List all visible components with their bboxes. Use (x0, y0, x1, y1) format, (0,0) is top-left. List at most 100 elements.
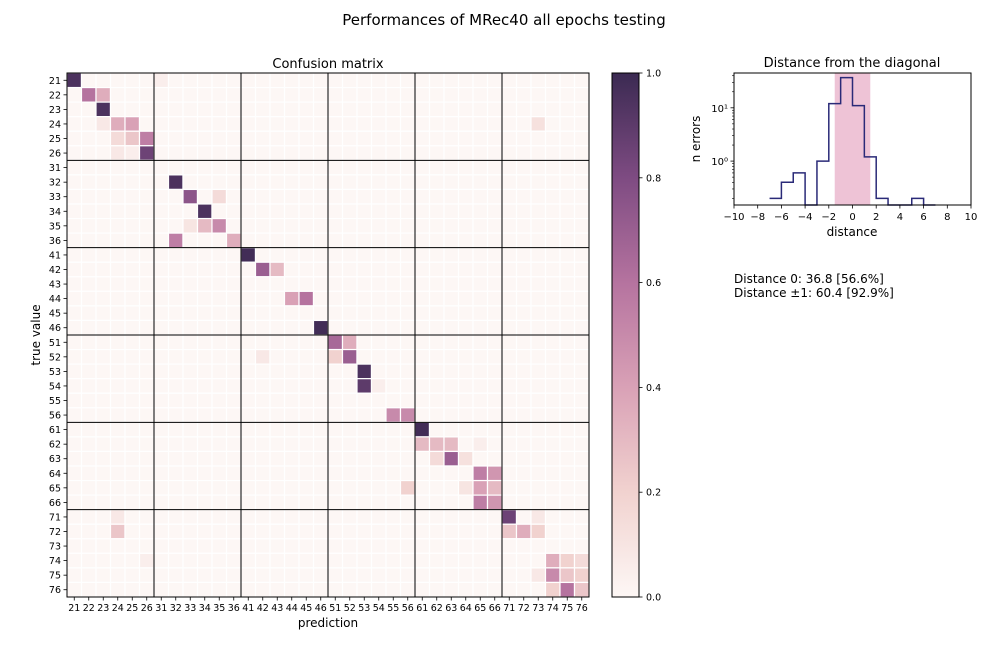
cm-cell (501, 334, 518, 351)
cm-cell (457, 494, 474, 511)
cm-cell (109, 523, 126, 540)
cm-cell (486, 421, 503, 438)
cm-cell (182, 145, 199, 161)
cm-cell (472, 145, 489, 161)
cm-cell (124, 494, 141, 511)
cm-cell (80, 581, 97, 598)
cm-cell (515, 203, 532, 220)
cm-cell (153, 159, 170, 176)
cm-cell (341, 523, 358, 540)
cm-cell (544, 276, 561, 292)
cm-cell (385, 392, 402, 409)
cm-xtick-label: 35 (213, 603, 225, 614)
cm-cell (443, 378, 460, 394)
cm-cell (414, 436, 431, 453)
cm-cell (254, 334, 271, 351)
cm-cell (80, 436, 97, 453)
cm-cell (196, 101, 213, 118)
cm-cell (428, 174, 445, 191)
cm-cell (370, 509, 387, 525)
confusion-matrix-frame (66, 72, 590, 598)
cm-cell (167, 217, 184, 234)
cm-cell (385, 261, 402, 278)
cm-cell (109, 232, 126, 249)
cm-cell (283, 378, 300, 394)
cm-cell (501, 232, 518, 249)
cm-cell (472, 523, 489, 540)
cm-cell (457, 436, 474, 453)
cm-cell (414, 247, 431, 263)
cm-cell (486, 305, 503, 322)
cm-cell (341, 290, 358, 307)
cm-cell (530, 407, 547, 423)
distance-xtick-label: 0 (849, 212, 855, 223)
cm-cell (124, 174, 141, 191)
cm-cell (385, 174, 402, 191)
distance-stats: Distance 0: 36.8 [56.6%] Distance ±1: 60… (734, 272, 894, 300)
cm-cell (124, 276, 141, 292)
cm-cell (312, 465, 329, 482)
cm-cell (399, 145, 416, 161)
cm-ytick-label: 32 (49, 178, 61, 189)
cm-cell (167, 290, 184, 307)
cm-cell (573, 494, 590, 511)
cm-cell (486, 465, 503, 482)
cm-cell (298, 378, 315, 394)
cm-cell (124, 159, 141, 176)
cm-cell (573, 421, 590, 438)
cm-cell (269, 145, 286, 161)
cm-cell (283, 509, 300, 525)
cm-cell (138, 247, 155, 263)
cm-cell (66, 116, 83, 132)
cm-cell (66, 407, 83, 423)
cm-cell (428, 101, 445, 118)
cm-cell (472, 247, 489, 263)
cm-cell (80, 334, 97, 351)
cm-cell (530, 203, 547, 220)
cm-cell (327, 421, 344, 438)
cm-cell (428, 509, 445, 525)
cm-cell (254, 203, 271, 220)
distance-0-stat: Distance 0: 36.8 [56.6%] (734, 272, 884, 286)
cm-cell (124, 145, 141, 161)
cm-cell (211, 290, 228, 307)
cm-cell (196, 276, 213, 292)
cm-cell (472, 407, 489, 423)
cm-cell (486, 116, 503, 132)
cm-cell (167, 538, 184, 554)
cm-cell (138, 465, 155, 482)
cm-cell (414, 552, 431, 569)
cm-cell (211, 421, 228, 438)
cm-cell (109, 552, 126, 569)
cm-cell (298, 72, 315, 89)
cm-cell (414, 145, 431, 161)
cm-cell (443, 348, 460, 365)
cm-cell (211, 348, 228, 365)
cm-cell (95, 538, 112, 554)
colorbar-ticks: 0.0 0.2 0.4 0.6 0.8 1.0 (639, 69, 661, 604)
cm-cell (283, 86, 300, 103)
cm-cell (138, 203, 155, 220)
cm-ytick-label: 76 (49, 585, 61, 596)
cm-cell (95, 479, 112, 496)
cm-cell (370, 378, 387, 394)
cm-cell (501, 247, 518, 263)
cm-cell (399, 581, 416, 598)
cm-cell (341, 72, 358, 89)
cm-cell (312, 407, 329, 423)
cm-cell (385, 581, 402, 598)
cm-cell (573, 378, 590, 394)
cm-cell (196, 305, 213, 322)
cm-cell (428, 436, 445, 453)
colorbar-tick-label: 0.4 (646, 383, 661, 394)
cm-cell (544, 538, 561, 554)
cm-cell (167, 567, 184, 584)
cm-cell (559, 159, 576, 176)
cm-cell (443, 392, 460, 409)
cm-cell (428, 305, 445, 322)
cm-cell (544, 494, 561, 511)
cm-cell (269, 130, 286, 147)
cm-xtick-label: 61 (416, 603, 428, 614)
cm-cell (515, 378, 532, 394)
